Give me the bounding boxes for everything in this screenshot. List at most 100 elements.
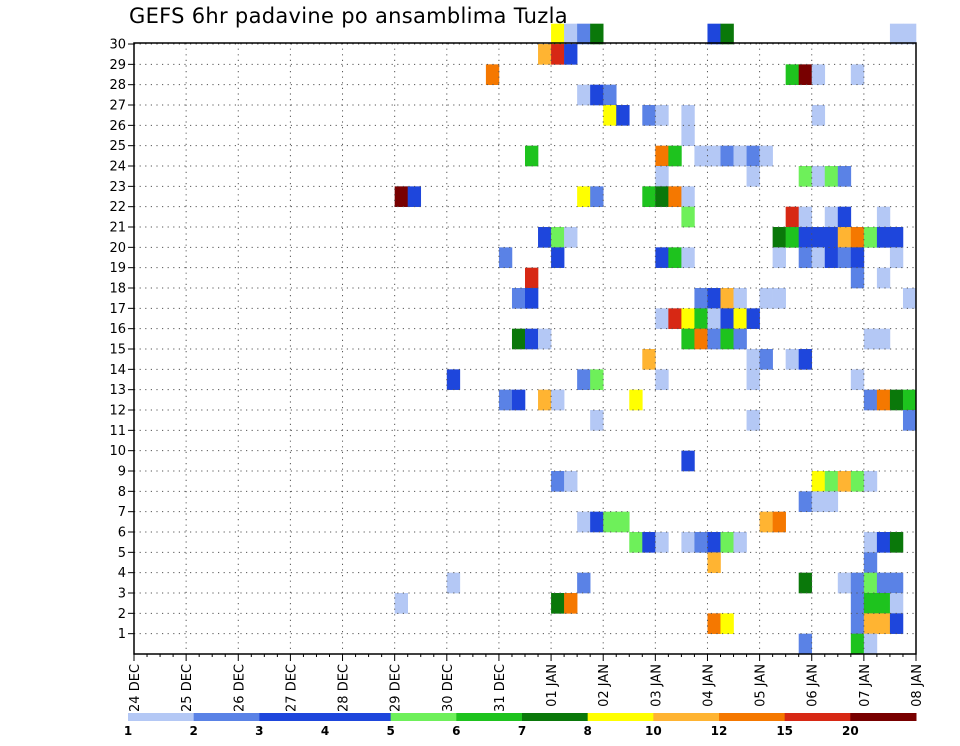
heatmap-cell [863,328,878,350]
heatmap-cell [681,247,695,268]
heatmap-cell [759,511,773,533]
heatmap-cell [798,349,813,370]
heatmap-cell [824,247,839,268]
x-tick-label: 05 JAN [754,664,769,707]
heatmap-cell [681,125,695,146]
y-tick-label: 3 [118,587,126,602]
heatmap-cell [655,145,669,167]
y-tick-label: 20 [109,241,126,256]
colorbar-swatch [128,713,195,721]
y-tick-label: 4 [118,566,126,581]
heatmap-cell [577,572,591,594]
heatmap-cell [446,369,461,390]
heatmap-cell [798,247,813,268]
heatmap-cell [902,389,917,411]
y-tick-label: 2 [118,607,126,622]
heatmap-cell [564,593,578,614]
colorbar-label: 8 [583,724,591,738]
y-tick-label: 9 [118,465,126,480]
heatmap-cell [850,64,865,85]
heatmap-cell [538,44,552,65]
heatmap-cell [863,593,878,614]
heatmap-cell [811,105,826,126]
x-tick-label: 29 DEC [389,664,404,712]
heatmap-cell [772,227,786,248]
heatmap-cell [889,532,904,553]
heatmap-cell [720,308,734,329]
heatmap-cell [798,572,813,594]
y-tick-label: 1 [118,627,126,642]
heatmap-cell [551,247,565,268]
heatmap-cell [707,308,721,329]
colorbar-label: 1 [124,724,132,738]
heatmap-cell [642,186,656,207]
heatmap-cell [720,23,734,45]
y-tick-label: 26 [109,119,126,134]
y-tick-label: 7 [118,505,126,520]
heatmap-cell [616,105,630,126]
colorbar-label: 2 [189,724,197,738]
heatmap-cell [525,145,539,167]
heatmap-cell [746,166,760,187]
heatmap-cell [642,105,656,126]
heatmap-cell [850,613,865,634]
heatmap-cell [707,328,721,350]
heatmap-cell [551,471,565,492]
y-tick-label: 28 [109,78,126,93]
heatmap-cell [759,145,773,167]
heatmap-cell [590,84,604,106]
heatmap-cell [733,328,747,350]
heatmap-cell [733,532,747,553]
heatmap-cell [876,227,891,248]
x-tick-label: 06 JAN [806,664,821,707]
colorbar-label: 20 [842,724,859,738]
x-tick-label: 25 DEC [180,664,195,712]
heatmap-cell [837,572,852,594]
heatmap-cell [811,491,826,512]
heatmap-cell [681,328,695,350]
x-tick-label: 27 DEC [284,664,299,712]
heatmap-cell [759,288,773,309]
heatmap-cell [694,288,708,309]
y-tick-label: 13 [109,383,126,398]
x-tick-label: 02 JAN [597,664,612,707]
heatmap-cell [629,389,643,411]
heatmap-cell [798,633,813,655]
heatmap-cell [837,227,852,248]
heatmap-cell [564,23,578,45]
heatmap-cell [785,64,799,85]
heatmap-cell [889,593,904,614]
heatmap-cell [525,288,539,309]
heatmap-cell [551,389,565,411]
heatmap-cell [876,572,891,594]
heatmap-cell [498,389,513,411]
heatmap-cell [798,166,813,187]
heatmap-cell [707,552,721,573]
heatmap-cell [603,84,617,106]
heatmap-cell [876,206,891,228]
heatmap-cell [707,532,721,553]
colorbar-label: 10 [645,724,662,738]
heatmap-cell [590,369,604,390]
heatmap-cell [720,328,734,350]
heatmap-cell [681,206,695,228]
heatmap-cell [798,64,813,85]
y-tick-label: 5 [118,546,126,561]
heatmap-cell [772,247,786,268]
heatmap-cell [720,288,734,309]
heatmap-cell [746,369,760,390]
heatmap-cell [707,613,721,634]
heatmap-cell [564,227,578,248]
heatmap-cell [511,328,526,350]
heatmap-cell [577,84,591,106]
chart-title: GEFS 6hr padavine po ansamblima Tuzla [129,4,568,28]
heatmap-cell [668,308,682,329]
colorbar-swatch [522,713,589,721]
heatmap-cell [798,227,813,248]
y-tick-label: 8 [118,485,126,500]
heatmap-cell [511,288,526,309]
x-tick-label: 04 JAN [701,664,716,707]
heatmap-cell [824,491,839,512]
heatmap-cell [577,23,591,45]
heatmap-cell [551,23,565,45]
